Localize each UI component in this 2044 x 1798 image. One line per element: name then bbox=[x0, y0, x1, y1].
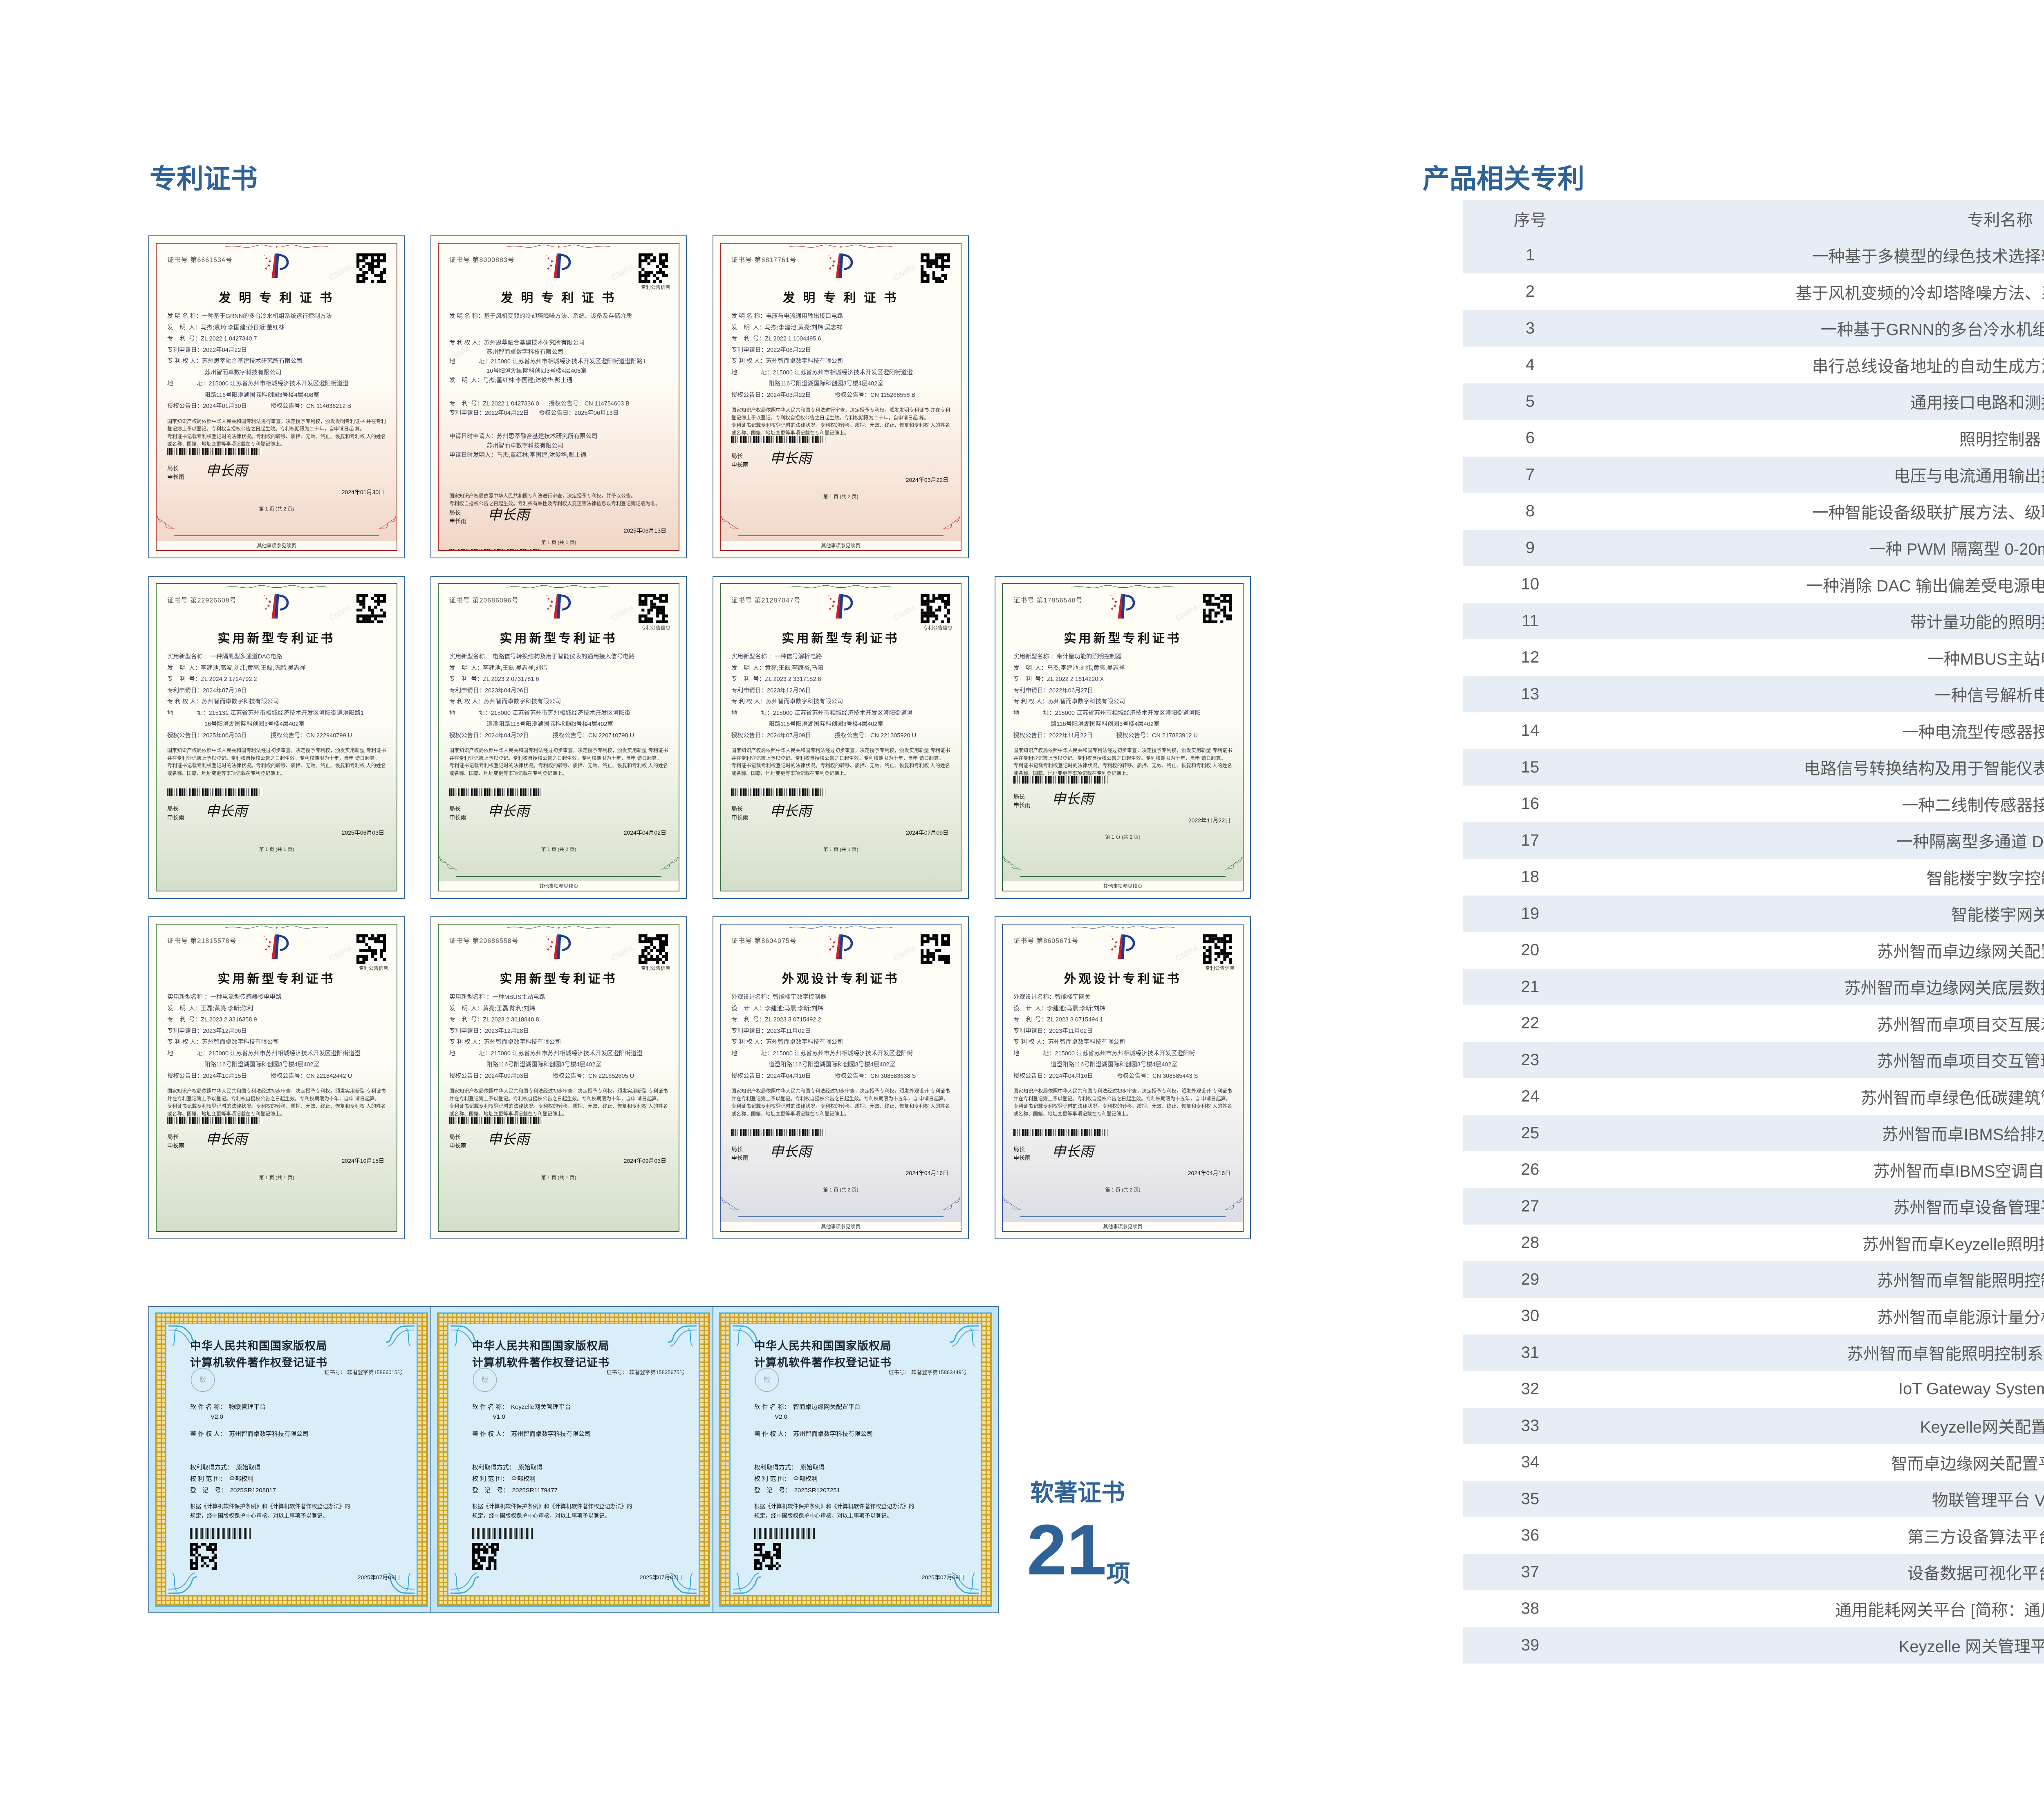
svg-text:版: 版 bbox=[482, 1376, 488, 1384]
svg-text:版: 版 bbox=[764, 1376, 770, 1384]
svg-text:版: 版 bbox=[199, 1376, 206, 1384]
